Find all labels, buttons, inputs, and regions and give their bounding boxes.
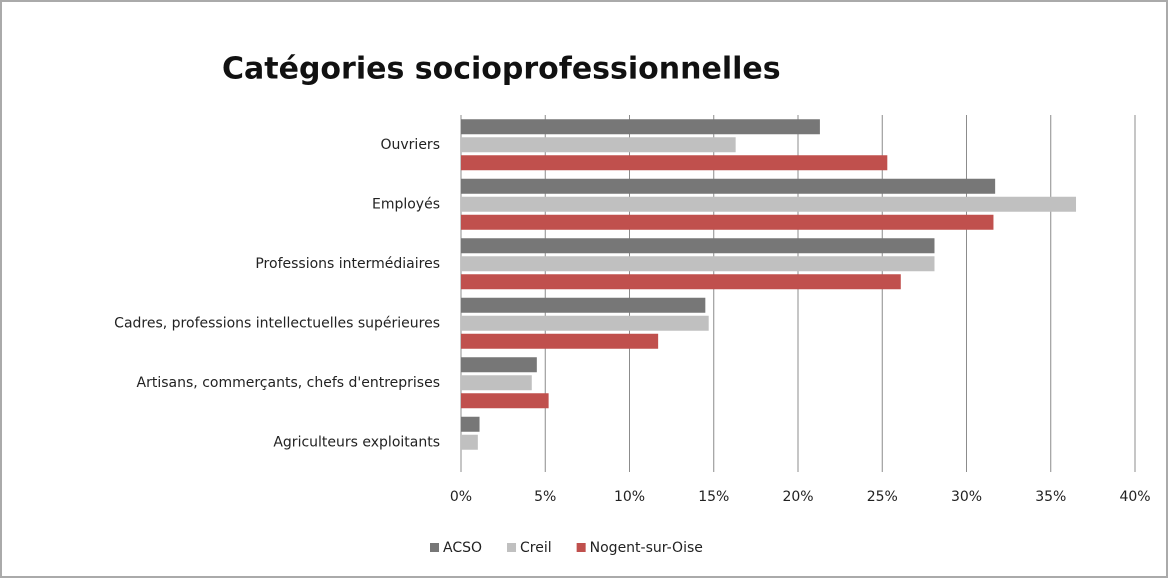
- x-tick-label: 40%: [1119, 489, 1150, 505]
- legend-label: ACSO: [443, 540, 482, 556]
- x-tick-label: 35%: [1035, 489, 1066, 505]
- x-tick-label: 25%: [867, 489, 898, 505]
- bar: [461, 155, 888, 171]
- bar: [461, 256, 935, 272]
- legend-swatch: [430, 543, 439, 552]
- legend-swatch: [576, 543, 586, 552]
- legend-label: Creil: [520, 540, 552, 556]
- x-tick-label: 30%: [951, 489, 982, 505]
- bar: [461, 137, 736, 153]
- y-tick-label: Agriculteurs exploitants: [273, 434, 440, 450]
- x-tick-label: 0%: [450, 489, 472, 505]
- x-tick-label: 5%: [534, 489, 556, 505]
- legend-label: Nogent-sur-Oise: [590, 540, 703, 556]
- bar: [461, 315, 709, 331]
- bar: [461, 416, 480, 432]
- bar: [461, 196, 1077, 212]
- bar: [461, 393, 549, 409]
- y-tick-label: Employés: [372, 196, 440, 212]
- bar: [461, 434, 478, 450]
- bar: [461, 238, 935, 254]
- bar: [461, 297, 706, 313]
- chart-title: Catégories socioprofessionnelles: [222, 52, 781, 87]
- legend-swatch: [507, 543, 517, 552]
- x-tick-label: 10%: [614, 489, 645, 505]
- bar: [461, 274, 901, 290]
- y-tick-label: Artisans, commerçants, chefs d'entrepris…: [137, 375, 440, 391]
- bar: [461, 375, 532, 391]
- bar: [461, 333, 659, 349]
- y-tick-label: Ouvriers: [381, 137, 441, 153]
- bar: [461, 119, 820, 135]
- y-tick-label: Cadres, professions intellectuelles supé…: [114, 315, 440, 331]
- bar: [461, 214, 994, 230]
- x-tick-label: 20%: [782, 489, 813, 505]
- bar: [461, 178, 996, 194]
- x-tick-label: 15%: [698, 489, 729, 505]
- bar: [461, 357, 537, 373]
- y-tick-label: Professions intermédiaires: [255, 256, 440, 272]
